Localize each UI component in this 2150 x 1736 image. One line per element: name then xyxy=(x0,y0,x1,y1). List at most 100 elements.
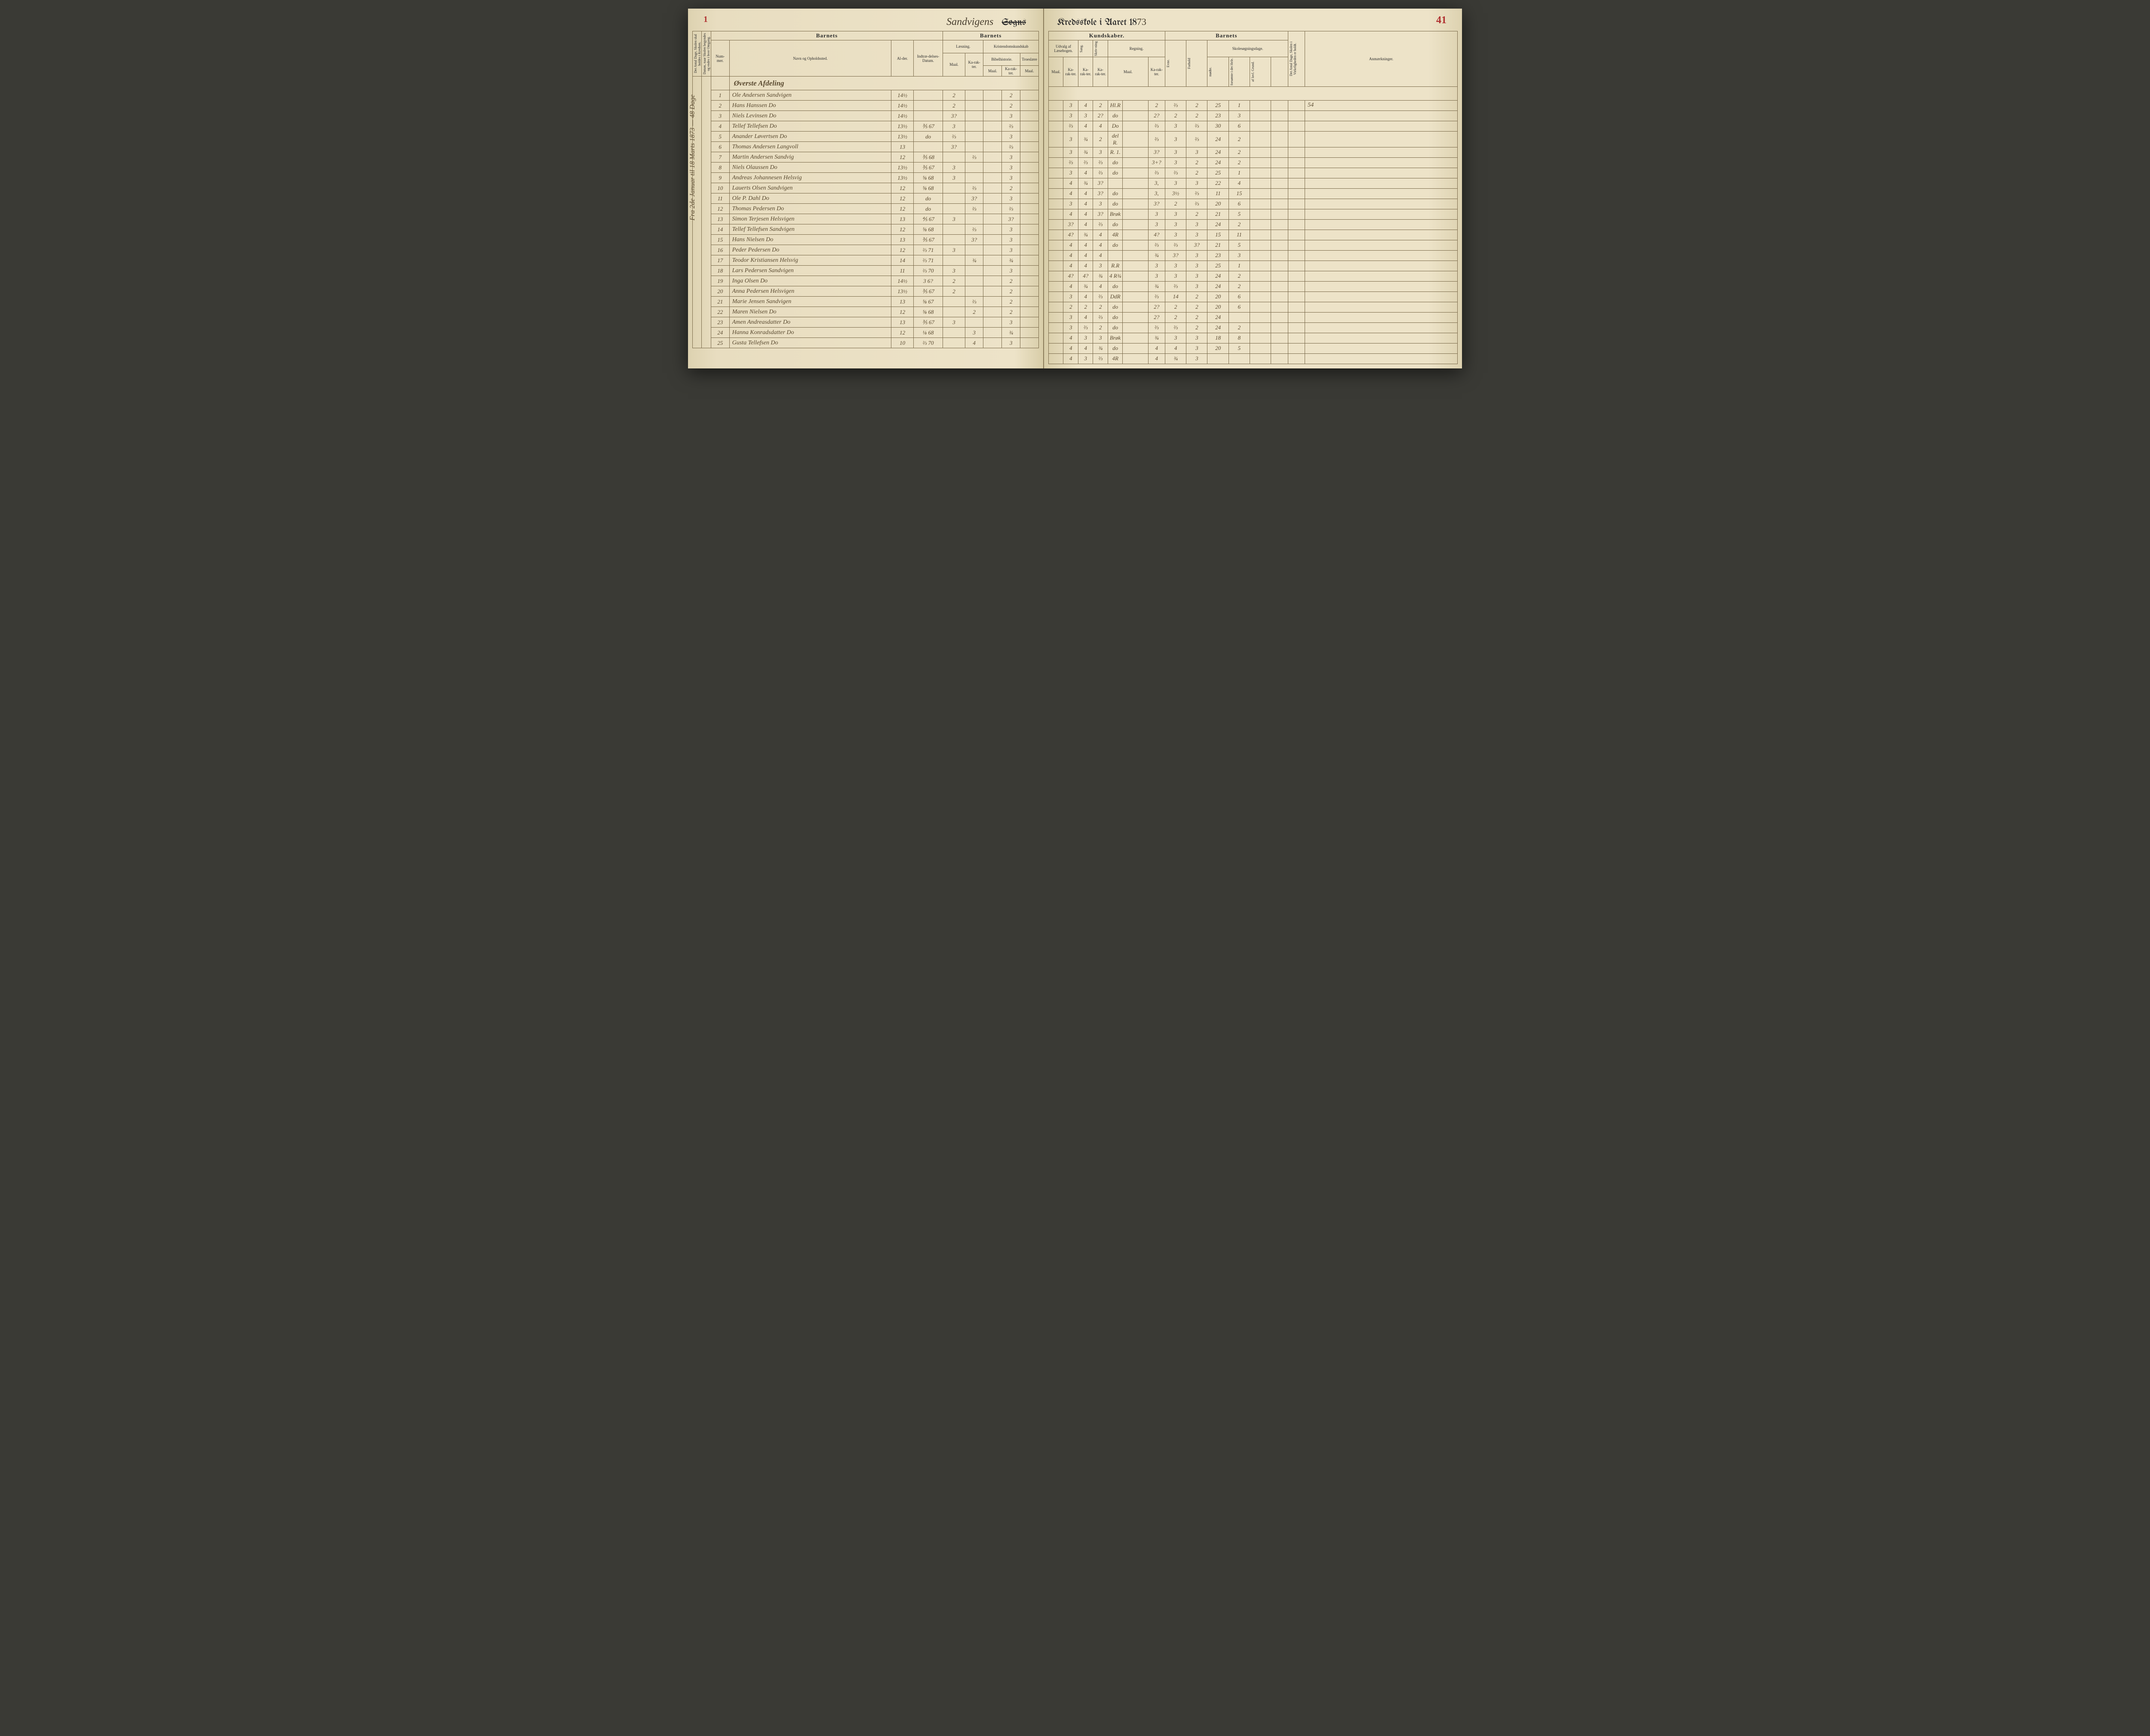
cell: ⅔ xyxy=(1148,291,1165,302)
cell: 3? xyxy=(1093,178,1108,188)
cell: 3? xyxy=(1093,209,1108,219)
cell: 3 xyxy=(1148,261,1165,271)
cell: 3 xyxy=(1063,100,1078,110)
cell: 3 xyxy=(1165,230,1186,240)
cell: 3 xyxy=(1078,333,1093,343)
hdr-modte: mødte. xyxy=(1207,57,1229,87)
cell xyxy=(1229,353,1250,364)
cell: 2? xyxy=(1148,110,1165,121)
cell xyxy=(1288,271,1305,281)
hdr-maal-r1: Maal. xyxy=(1049,57,1063,87)
cell: 3 xyxy=(1093,333,1108,343)
cell: 20 xyxy=(1207,302,1229,312)
cell: 12 xyxy=(891,224,913,235)
table-row: ⅔⅔⅔do3+?32242 xyxy=(1049,157,1458,168)
cell: Brøk xyxy=(1108,209,1122,219)
cell xyxy=(1049,147,1063,157)
left-page: 1 Fra 2de Januar til 18 Marts 1873 — 48 … xyxy=(688,9,1044,368)
cell: 6 xyxy=(1229,291,1250,302)
cell: 3 xyxy=(1148,209,1165,219)
cell: ⅔ 70 xyxy=(913,266,943,276)
cell: 12 xyxy=(891,307,913,317)
cell: 3+? xyxy=(1148,157,1165,168)
cell xyxy=(1288,230,1305,240)
cell xyxy=(1123,333,1148,343)
cell: 2 xyxy=(1002,297,1020,307)
cell: 4 xyxy=(1078,168,1093,178)
cell xyxy=(1020,193,1039,204)
hdr-nummer: Num-mer. xyxy=(711,40,729,77)
cell: do xyxy=(1108,168,1122,178)
cell: ⅗ 67 xyxy=(913,163,943,173)
cell: 3 xyxy=(1002,338,1020,348)
cell xyxy=(1250,157,1271,168)
cell xyxy=(1250,291,1271,302)
cell: 3 xyxy=(1186,219,1207,230)
cell xyxy=(1108,178,1122,188)
cell: 21 xyxy=(711,297,729,307)
cell: 4R xyxy=(1108,230,1122,240)
cell: 2 xyxy=(1063,302,1078,312)
cell xyxy=(1123,131,1148,147)
cell xyxy=(1288,343,1305,353)
cell xyxy=(1123,353,1148,364)
cell: 14½ xyxy=(891,276,913,286)
cell xyxy=(1271,322,1288,333)
cell: 3 xyxy=(943,266,965,276)
cell: 3 xyxy=(943,317,965,328)
cell: 4 xyxy=(1148,343,1165,353)
cell: 16 xyxy=(711,245,729,255)
cell: 11 xyxy=(1229,230,1250,240)
cell xyxy=(1020,204,1039,214)
cell: 24 xyxy=(1207,322,1229,333)
cell: ⅔ xyxy=(1148,131,1165,147)
left-tbody: Øverste Afdeling1Ole Andersen Sandvigen1… xyxy=(693,77,1039,348)
cell xyxy=(1049,281,1063,291)
cell xyxy=(1305,209,1458,219)
cell xyxy=(983,90,1002,101)
cell: do xyxy=(913,204,943,214)
cell xyxy=(1049,199,1063,209)
cell xyxy=(983,255,1002,266)
cell xyxy=(1250,312,1271,322)
cell xyxy=(1250,271,1271,281)
cell xyxy=(1250,281,1271,291)
kredsskole-printed: Kredsskole i Aaret 18 xyxy=(1057,18,1137,28)
cell: 2 xyxy=(1165,312,1186,322)
cell: 11 xyxy=(891,266,913,276)
cell xyxy=(1250,100,1271,110)
cell: 2 xyxy=(1186,312,1207,322)
cell: 5 xyxy=(1229,240,1250,250)
cell xyxy=(1123,199,1148,209)
table-row: 444do⅔⅔3?215 xyxy=(1049,240,1458,250)
cell xyxy=(1288,312,1305,322)
sogns-struck: Sogns xyxy=(1002,18,1026,28)
table-row: 24Hanna Konradsdatter Do12⅛ 683¾ xyxy=(693,328,1039,338)
cell xyxy=(1020,307,1039,317)
cell xyxy=(983,286,1002,297)
cell: Do xyxy=(1108,121,1122,131)
cell: 2 xyxy=(943,90,965,101)
name-cell: Gusta Tellefsen Do xyxy=(729,338,891,348)
right-page: 41 Kredsskole i Aaret 1873 Kundskaber. B… xyxy=(1044,9,1462,368)
cell xyxy=(965,163,983,173)
table-row: 3Niels Levinsen Do14½3?3 xyxy=(693,111,1039,121)
table-row: 20Anna Pedersen Helsvigen13½⅗ 6722 xyxy=(693,286,1039,297)
cell xyxy=(1271,230,1288,240)
cell: 2 xyxy=(1186,110,1207,121)
cell: 13 xyxy=(891,142,913,152)
table-row: 21Marie Jensen Sandvigen13⅝ 67⅔2 xyxy=(693,297,1039,307)
cell: 4 xyxy=(1063,261,1078,271)
cell: 2 xyxy=(1002,90,1020,101)
cell: 3, xyxy=(1148,178,1165,188)
cell: ⅔ xyxy=(1165,240,1186,250)
cell xyxy=(943,297,965,307)
cell xyxy=(1305,188,1458,199)
table-row: 6Thomas Andersen Langvoll133?⅔ xyxy=(693,142,1039,152)
cell: 13½ xyxy=(891,173,913,183)
cell xyxy=(965,266,983,276)
cell xyxy=(1250,188,1271,199)
cell xyxy=(943,328,965,338)
table-row: 443?Brøk332215 xyxy=(1049,209,1458,219)
cell: ⅗ 67 xyxy=(913,286,943,297)
